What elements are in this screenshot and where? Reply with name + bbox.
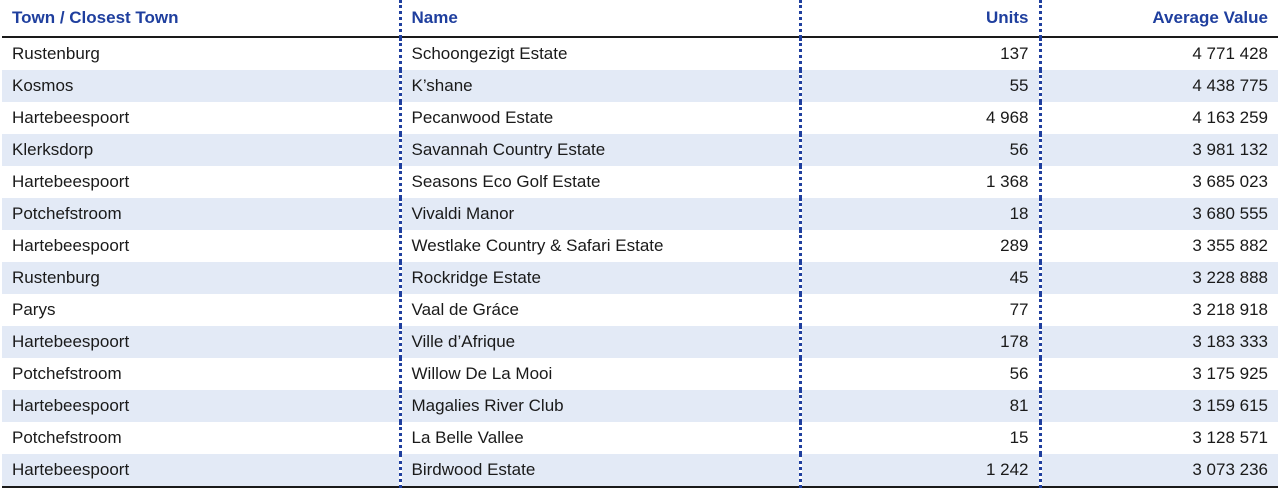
cell-town: Rustenburg: [2, 37, 402, 70]
cell-average-value: 3 228 888: [1040, 262, 1278, 294]
table-body: Rustenburg Schoongezigt Estate 137 4 771 42…: [2, 37, 1278, 488]
header-town: Town / Closest Town: [2, 0, 402, 38]
cell-name: Willow De La Mooi: [400, 358, 802, 390]
cell-units: 56: [800, 134, 1042, 166]
cell-units: 289: [800, 230, 1042, 262]
cell-average-value: 3 981 132: [1040, 134, 1278, 166]
cell-name: Birdwood Estate: [400, 454, 802, 488]
cell-name: Schoongezigt Estate: [400, 37, 802, 70]
cell-name: Pecanwood Estate: [400, 102, 802, 134]
cell-name: Ville d’Afrique: [400, 326, 802, 358]
cell-town: Klerksdorp: [2, 134, 402, 166]
cell-town: Parys: [2, 294, 402, 326]
cell-units: 56: [800, 358, 1042, 390]
cell-name: Rockridge Estate: [400, 262, 802, 294]
cell-units: 45: [800, 262, 1042, 294]
cell-name: Savannah Country Estate: [400, 134, 802, 166]
cell-average-value: 3 175 925: [1192, 364, 1268, 383]
cell-town: Potchefstroom: [2, 198, 402, 230]
cell-units: 1 368: [800, 166, 1042, 198]
cell-units: 55: [800, 70, 1042, 102]
table-row: Parys Vaal de Gráce 77 3 218 918: [2, 294, 1278, 326]
cell-town: Rustenburg: [2, 262, 402, 294]
cell-town: Hartebeespoort: [2, 166, 402, 198]
cell-town: Potchefstroom: [2, 422, 402, 454]
table-row: Hartebeespoort Magalies River Club 81 3 159…: [2, 390, 1278, 422]
cell-name: Westlake Country & Safari Estate: [400, 230, 802, 262]
table-row: Kosmos K’shane 55 4 438 775: [2, 70, 1278, 102]
cell-name: Seasons Eco Golf Estate: [400, 166, 802, 198]
cell-town: Hartebeespoort: [2, 390, 402, 422]
cell-name: K’shane: [400, 70, 802, 102]
table-row: Klerksdorp Savannah Country Estate 56 3 981…: [2, 134, 1278, 166]
cell-average-value: 3 218 918: [1192, 300, 1268, 319]
header-row: Town / Closest Town Name Units Average V…: [2, 0, 1278, 38]
table-row: Hartebeespoort Seasons Eco Golf Estate 1 3…: [2, 166, 1278, 198]
cell-average-value: 4 438 775: [1040, 70, 1278, 102]
table-row: Hartebeespoort Westlake Country & Safari …: [2, 230, 1278, 262]
table-row: Rustenburg Rockridge Estate 45 3 228 888: [2, 262, 1278, 294]
header-average-value: Average Value: [1040, 0, 1278, 38]
cell-average-value: 3 073 236: [1040, 454, 1278, 488]
cell-town: Hartebeespoort: [2, 230, 402, 262]
cell-average-value: 4 163 259: [1192, 108, 1268, 127]
table-header: Town / Closest Town Name Units Average V…: [2, 0, 1278, 38]
table-row: Potchefstroom La Belle Vallee 15 3 128 571: [2, 422, 1278, 454]
cell-average-value: 3 680 555: [1040, 198, 1278, 230]
cell-town: Hartebeespoort: [2, 454, 402, 488]
cell-average-value: 3 183 333: [1040, 326, 1278, 358]
cell-town: Kosmos: [2, 70, 402, 102]
cell-name: Vivaldi Manor: [400, 198, 802, 230]
table-row: Hartebeespoort Ville d’Afrique 178 3 183 33…: [2, 326, 1278, 358]
table-row: Hartebeespoort Pecanwood Estate 4 968 4 163…: [2, 102, 1278, 134]
cell-name: La Belle Vallee: [400, 422, 802, 454]
cell-average-value: 3 159 615: [1040, 390, 1278, 422]
cell-average-value: 3 128 571: [1192, 428, 1268, 447]
cell-town: Potchefstroom: [2, 358, 402, 390]
table-row: Rustenburg Schoongezigt Estate 137 4 771 42…: [2, 37, 1278, 70]
cell-units: 77: [800, 294, 1042, 326]
cell-average-value: 3 685 023: [1192, 172, 1268, 191]
cell-units: 178: [800, 326, 1042, 358]
header-name: Name: [400, 0, 802, 38]
cell-town: Hartebeespoort: [2, 102, 402, 134]
cell-units: 15: [800, 422, 1042, 454]
table-row: Potchefstroom Willow De La Mooi 56 3 175 92…: [2, 358, 1278, 390]
cell-units: 18: [800, 198, 1042, 230]
cell-town: Hartebeespoort: [2, 326, 402, 358]
cell-name: Vaal de Gráce: [400, 294, 802, 326]
cell-average-value: 3 355 882: [1192, 236, 1268, 255]
cell-units: 1 242: [800, 454, 1042, 488]
cell-units: 137: [800, 37, 1042, 70]
table-row: Hartebeespoort Birdwood Estate 1 242 3 073 …: [2, 454, 1278, 488]
cell-units: 81: [800, 390, 1042, 422]
header-units: Units: [800, 0, 1042, 38]
cell-name: Magalies River Club: [400, 390, 802, 422]
cell-average-value: 4 771 428: [1192, 44, 1268, 63]
table-row: Potchefstroom Vivaldi Manor 18 3 680 555: [2, 198, 1278, 230]
cell-units: 4 968: [800, 102, 1042, 134]
